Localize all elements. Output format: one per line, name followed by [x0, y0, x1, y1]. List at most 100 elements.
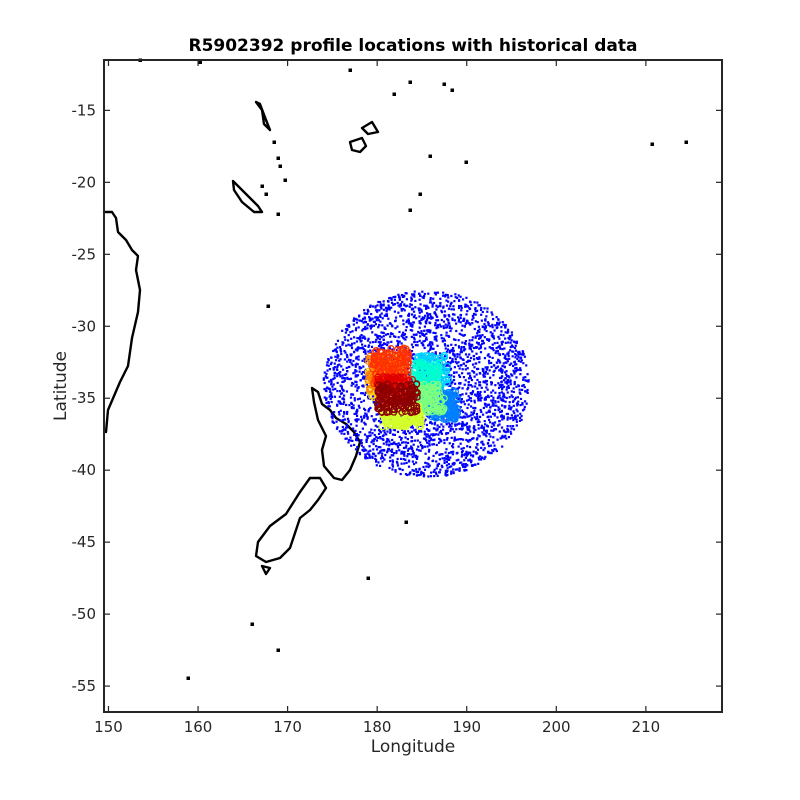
historical-point	[448, 325, 452, 328]
historical-point	[356, 363, 359, 366]
profile-point	[374, 405, 382, 413]
historical-point	[524, 376, 527, 379]
historical-point	[336, 354, 339, 357]
historical-point	[447, 307, 451, 310]
historical-point	[498, 430, 501, 433]
historical-point	[502, 334, 505, 337]
historical-point	[401, 468, 404, 472]
profile-point	[385, 384, 393, 392]
historical-point	[325, 364, 329, 367]
historical-point	[465, 452, 468, 455]
profile-point	[383, 362, 392, 370]
historical-point	[447, 451, 451, 455]
historical-point	[501, 418, 504, 421]
historical-point	[371, 439, 374, 442]
historical-point	[419, 444, 423, 447]
historical-point	[471, 336, 474, 339]
historical-point	[499, 437, 502, 440]
historical-point	[477, 456, 480, 459]
historical-point	[359, 439, 363, 442]
historical-point	[485, 431, 488, 434]
historical-point	[497, 400, 500, 403]
historical-point	[436, 424, 439, 427]
historical-point	[463, 348, 466, 351]
historical-point	[466, 415, 469, 418]
historical-point	[386, 343, 389, 347]
historical-point	[406, 453, 410, 456]
historical-point	[483, 432, 486, 436]
historical-point	[490, 365, 493, 369]
historical-point	[465, 313, 468, 316]
historical-point	[477, 427, 480, 430]
historical-point	[392, 296, 395, 299]
historical-point	[355, 321, 359, 324]
historical-point	[431, 303, 434, 306]
historical-point	[470, 459, 473, 462]
historical-point	[378, 323, 381, 327]
historical-point	[509, 430, 512, 433]
historical-point	[458, 353, 461, 356]
profile-point	[377, 384, 385, 392]
historical-point	[495, 404, 498, 407]
historical-point	[445, 304, 449, 307]
historical-point	[494, 428, 498, 431]
historical-point	[429, 345, 433, 348]
historical-point	[370, 318, 373, 321]
historical-point	[394, 335, 397, 338]
profile-point	[382, 349, 390, 357]
historical-point	[459, 321, 462, 324]
island	[264, 192, 268, 196]
historical-point	[441, 294, 445, 297]
historical-point	[437, 433, 440, 436]
historical-point	[491, 335, 494, 338]
historical-point	[398, 305, 401, 308]
historical-point	[494, 400, 497, 403]
historical-point	[506, 425, 509, 428]
historical-point	[485, 315, 488, 318]
historical-point	[363, 448, 366, 451]
historical-point	[395, 450, 398, 453]
historical-point	[468, 339, 471, 342]
historical-point	[480, 396, 483, 400]
historical-point	[448, 442, 451, 445]
historical-point	[392, 452, 396, 455]
historical-point	[391, 463, 394, 467]
historical-point	[423, 445, 426, 448]
historical-point	[371, 305, 375, 308]
historical-point	[463, 317, 466, 320]
historical-point	[476, 390, 480, 394]
historical-point	[520, 353, 523, 356]
historical-point	[362, 446, 365, 449]
historical-point	[511, 350, 514, 353]
historical-point	[404, 305, 408, 308]
historical-point	[369, 434, 372, 437]
profile-point	[433, 381, 442, 389]
historical-point	[416, 474, 419, 477]
historical-point	[354, 369, 357, 372]
historical-point	[354, 365, 357, 368]
historical-point	[453, 313, 456, 316]
historical-point	[355, 380, 358, 384]
historical-point	[438, 471, 441, 474]
coastline	[254, 476, 328, 564]
historical-point	[477, 398, 480, 401]
historical-point	[375, 435, 378, 439]
historical-point	[428, 464, 431, 467]
historical-point	[383, 431, 386, 434]
historical-point	[441, 457, 444, 460]
historical-point	[461, 387, 464, 390]
historical-point	[521, 350, 524, 353]
historical-point	[451, 347, 455, 350]
historical-point	[519, 360, 522, 363]
coastline	[254, 100, 272, 132]
historical-point	[400, 342, 403, 345]
island	[366, 576, 370, 580]
historical-point	[370, 441, 373, 444]
historical-point	[478, 420, 481, 423]
historical-point	[451, 313, 455, 316]
historical-point	[466, 360, 470, 363]
historical-point	[361, 448, 364, 452]
historical-point	[499, 397, 502, 400]
historical-point	[457, 397, 460, 401]
historical-point	[400, 315, 403, 318]
